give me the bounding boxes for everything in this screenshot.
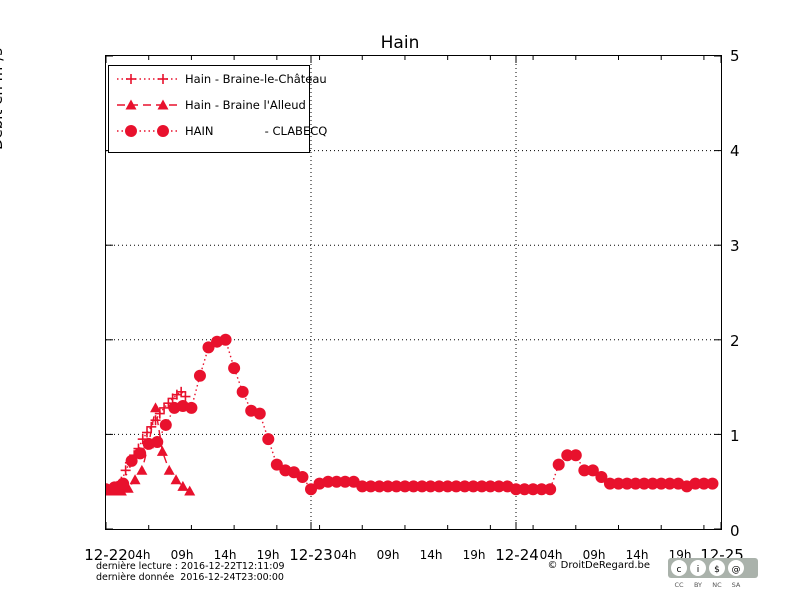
legend: Hain - Braine-le-Château Hain - Braine l… bbox=[108, 65, 327, 153]
x-tick-minor-3: 19h bbox=[256, 548, 280, 562]
copyright-text: © DroitDeRegard.be bbox=[547, 560, 650, 571]
x-tick-minor-5: 09h bbox=[376, 548, 400, 562]
svg-text:c: c bbox=[677, 565, 682, 575]
y-tick-4: 4 bbox=[730, 142, 740, 160]
svg-text:SA: SA bbox=[732, 581, 741, 589]
y-tick-2: 2 bbox=[730, 332, 740, 350]
x-tick-major-0: 12-22 bbox=[84, 546, 128, 564]
legend-label-0: Hain - Braine-le-Château bbox=[185, 72, 327, 86]
footer-last-read: dernière lecture : 2016-12-22T12:11:09 bbox=[96, 561, 285, 572]
y-tick-1: 1 bbox=[730, 427, 740, 445]
x-tick-major-2: 12-24 bbox=[495, 546, 539, 564]
x-tick-minor-1: 09h bbox=[170, 548, 194, 562]
svg-text:NC: NC bbox=[712, 581, 722, 589]
y-tick-3: 3 bbox=[730, 237, 740, 255]
x-tick-minor-2: 14h bbox=[213, 548, 237, 562]
y-tick-0: 0 bbox=[730, 522, 740, 540]
x-tick-minor-10: 14h bbox=[625, 548, 649, 562]
legend-markers bbox=[117, 74, 177, 137]
x-tick-minor-8: 04h bbox=[539, 548, 563, 562]
plot-area bbox=[105, 55, 722, 530]
svg-text:$: $ bbox=[714, 565, 720, 575]
x-tick-minor-6: 14h bbox=[419, 548, 443, 562]
page-title: Hain bbox=[380, 33, 420, 53]
footer-last-data: dernière donnée 2016-12-24T23:00:00 bbox=[96, 572, 284, 583]
y-tick-5: 5 bbox=[730, 47, 740, 65]
x-tick-minor-7: 19h bbox=[462, 548, 486, 562]
y-axis-label: Débit en m³/s bbox=[0, 47, 6, 150]
x-tick-minor-9: 09h bbox=[582, 548, 606, 562]
plot-svg bbox=[106, 56, 721, 529]
x-tick-minor-0: 04h bbox=[127, 548, 151, 562]
x-tick-minor-4: 04h bbox=[333, 548, 357, 562]
svg-text:i: i bbox=[697, 565, 700, 575]
legend-label-1: Hain - Braine l'Alleud bbox=[185, 98, 306, 112]
legend-label-2: HAIN - CLABECQ bbox=[185, 124, 328, 138]
x-tick-major-1: 12-23 bbox=[289, 546, 333, 564]
creative-commons-badge[interactable]: c i $ @ CC BY NC SA bbox=[668, 558, 758, 590]
svg-text:@: @ bbox=[732, 565, 741, 575]
svg-text:CC: CC bbox=[674, 581, 684, 589]
svg-text:BY: BY bbox=[694, 581, 702, 589]
